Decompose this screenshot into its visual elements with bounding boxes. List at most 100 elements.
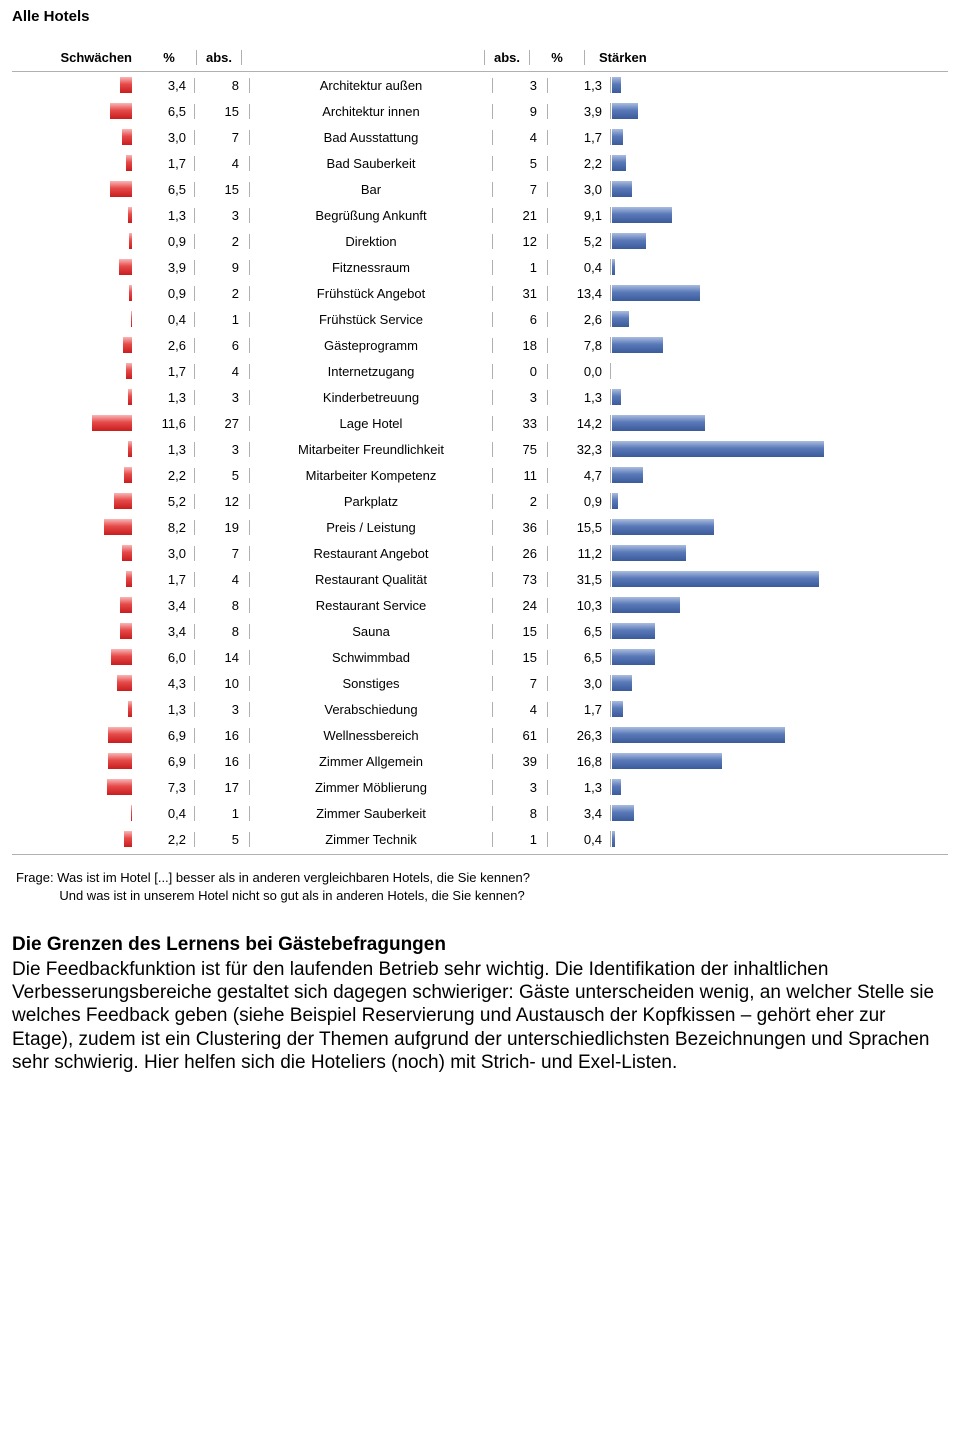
strength-pct: 31,5 xyxy=(547,572,610,587)
weakness-pct: 3,0 xyxy=(132,130,195,145)
category-label: Parkplatz xyxy=(250,494,492,509)
strength-abs: 39 xyxy=(492,754,547,769)
weakness-bar xyxy=(120,623,132,639)
table-row: 6,014Schwimmbad156,5 xyxy=(12,644,948,670)
table-row: 8,219Preis / Leistung3615,5 xyxy=(12,514,948,540)
weakness-bar xyxy=(108,727,132,743)
table-row: 5,212Parkplatz20,9 xyxy=(12,488,948,514)
weakness-pct: 6,5 xyxy=(132,182,195,197)
strength-bar xyxy=(612,259,615,275)
weakness-pct: 8,2 xyxy=(132,520,195,535)
weakness-bar xyxy=(107,779,132,795)
strength-bar xyxy=(612,311,629,327)
table-row: 6,515Bar73,0 xyxy=(12,176,948,202)
strength-pct: 6,5 xyxy=(547,624,610,639)
weakness-abs: 1 xyxy=(195,806,250,821)
strength-bar xyxy=(612,467,643,483)
category-label: Bar xyxy=(250,182,492,197)
weakness-pct: 1,3 xyxy=(132,208,195,223)
weakness-abs: 27 xyxy=(195,416,250,431)
weakness-pct: 6,5 xyxy=(132,104,195,119)
category-label: Sauna xyxy=(250,624,492,639)
strength-pct: 14,2 xyxy=(547,416,610,431)
strength-bar xyxy=(612,805,634,821)
strength-pct: 10,3 xyxy=(547,598,610,613)
strength-abs: 15 xyxy=(492,624,547,639)
weakness-pct: 1,3 xyxy=(132,390,195,405)
body-text-section: Die Grenzen des Lernens bei Gästebefragu… xyxy=(12,934,948,1074)
weakness-bar xyxy=(114,493,132,509)
weakness-bar xyxy=(120,597,132,613)
strength-pct: 4,7 xyxy=(547,468,610,483)
weakness-bar xyxy=(123,337,132,353)
weakness-pct: 3,4 xyxy=(132,78,195,93)
strength-abs: 33 xyxy=(492,416,547,431)
weakness-pct: 3,9 xyxy=(132,260,195,275)
strength-abs: 61 xyxy=(492,728,547,743)
category-label: Frühstück Angebot xyxy=(250,286,492,301)
weakness-pct: 0,4 xyxy=(132,806,195,821)
category-label: Zimmer Allgemein xyxy=(250,754,492,769)
table-row: 0,41Frühstück Service62,6 xyxy=(12,306,948,332)
weakness-abs: 5 xyxy=(195,468,250,483)
table-row: 6,916Wellnessbereich6126,3 xyxy=(12,722,948,748)
category-label: Wellnessbereich xyxy=(250,728,492,743)
weakness-abs: 2 xyxy=(195,234,250,249)
strength-abs: 18 xyxy=(492,338,547,353)
table-row: 4,310Sonstiges73,0 xyxy=(12,670,948,696)
weakness-pct: 0,4 xyxy=(132,312,195,327)
table-row: 0,41Zimmer Sauberkeit83,4 xyxy=(12,800,948,826)
table-row: 3,48Sauna156,5 xyxy=(12,618,948,644)
strength-abs: 11 xyxy=(492,468,547,483)
table-row: 1,33Mitarbeiter Freundlichkeit7532,3 xyxy=(12,436,948,462)
weakness-abs: 3 xyxy=(195,208,250,223)
strength-abs: 1 xyxy=(492,832,547,847)
category-label: Frühstück Service xyxy=(250,312,492,327)
strength-pct: 1,3 xyxy=(547,390,610,405)
table-row: 1,33Verabschiedung41,7 xyxy=(12,696,948,722)
table-row: 3,48Restaurant Service2410,3 xyxy=(12,592,948,618)
weakness-abs: 4 xyxy=(195,572,250,587)
strength-bar xyxy=(612,285,700,301)
weakness-abs: 9 xyxy=(195,260,250,275)
weakness-abs: 12 xyxy=(195,494,250,509)
category-label: Architektur außen xyxy=(250,78,492,93)
table-row: 2,25Zimmer Technik10,4 xyxy=(12,826,948,852)
body-heading: Die Grenzen des Lernens bei Gästebefragu… xyxy=(12,934,948,956)
weakness-pct: 3,0 xyxy=(132,546,195,561)
strength-pct: 11,2 xyxy=(547,546,610,561)
table-row: 2,25Mitarbeiter Kompetenz114,7 xyxy=(12,462,948,488)
weakness-pct: 1,7 xyxy=(132,572,195,587)
category-label: Bad Sauberkeit xyxy=(250,156,492,171)
weakness-bar xyxy=(119,259,132,275)
strength-bar xyxy=(612,831,615,847)
strength-bar xyxy=(612,207,672,223)
category-label: Bad Ausstattung xyxy=(250,130,492,145)
weakness-pct: 2,6 xyxy=(132,338,195,353)
strength-abs: 24 xyxy=(492,598,547,613)
category-label: Restaurant Angebot xyxy=(250,546,492,561)
chart-rows-container: 3,48Architektur außen31,36,515Architektu… xyxy=(12,72,948,852)
weakness-pct: 3,4 xyxy=(132,598,195,613)
weakness-abs: 2 xyxy=(195,286,250,301)
strength-pct: 1,7 xyxy=(547,702,610,717)
weakness-pct: 6,0 xyxy=(132,650,195,665)
table-row: 1,74Bad Sauberkeit52,2 xyxy=(12,150,948,176)
header-right-label: Stärken xyxy=(584,50,829,65)
strength-bar xyxy=(612,233,646,249)
strength-pct: 3,4 xyxy=(547,806,610,821)
category-label: Lage Hotel xyxy=(250,416,492,431)
weakness-pct: 1,7 xyxy=(132,364,195,379)
table-row: 3,48Architektur außen31,3 xyxy=(12,72,948,98)
strength-pct: 5,2 xyxy=(547,234,610,249)
table-row: 2,66Gästeprogramm187,8 xyxy=(12,332,948,358)
category-label: Verabschiedung xyxy=(250,702,492,717)
table-row: 11,627Lage Hotel3314,2 xyxy=(12,410,948,436)
weakness-abs: 16 xyxy=(195,754,250,769)
weakness-abs: 1 xyxy=(195,312,250,327)
category-label: Zimmer Technik xyxy=(250,832,492,847)
strength-bar xyxy=(612,753,722,769)
chart-footnote: Frage: Was ist im Hotel [...] besser als… xyxy=(16,869,948,904)
page-title: Alle Hotels xyxy=(12,8,948,25)
strength-abs: 15 xyxy=(492,650,547,665)
